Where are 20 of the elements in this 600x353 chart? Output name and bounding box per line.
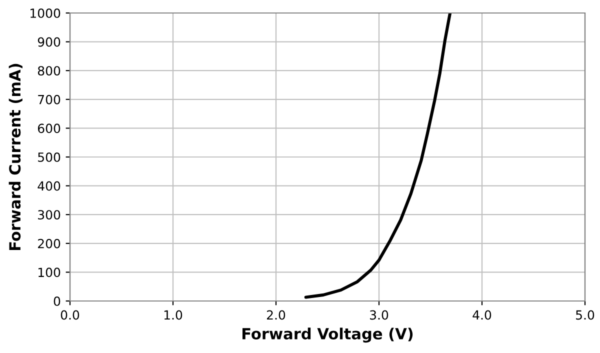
x-tick-label: 3.0 (370, 310, 388, 320)
x-tick-label: 2.0 (266, 310, 286, 320)
y-tick-label: 800 (38, 66, 60, 76)
y-tick-label: 300 (38, 210, 60, 220)
y-tick-label: 1000 (30, 8, 60, 18)
x-tick-label: 0.0 (60, 310, 80, 320)
y-tick-label: 900 (38, 37, 60, 47)
y-tick-label: 500 (38, 152, 60, 162)
y-tick-label: 200 (38, 238, 60, 248)
y-tick-label: 100 (38, 268, 60, 278)
y-tick-label: 400 (38, 181, 60, 191)
y-axis-title: Forward Current (mA) (8, 64, 22, 250)
y-tick-label: 600 (38, 124, 60, 134)
x-tick-label: 4.0 (472, 310, 492, 320)
y-tick-label: 700 (38, 94, 60, 104)
line-series (304, 13, 452, 299)
x-axis-title: Forward Voltage (V) (242, 328, 413, 343)
y-tick-label: 0 (54, 296, 60, 306)
x-tick-label: 1.0 (164, 310, 182, 320)
x-tick-label: 5.0 (576, 310, 594, 320)
